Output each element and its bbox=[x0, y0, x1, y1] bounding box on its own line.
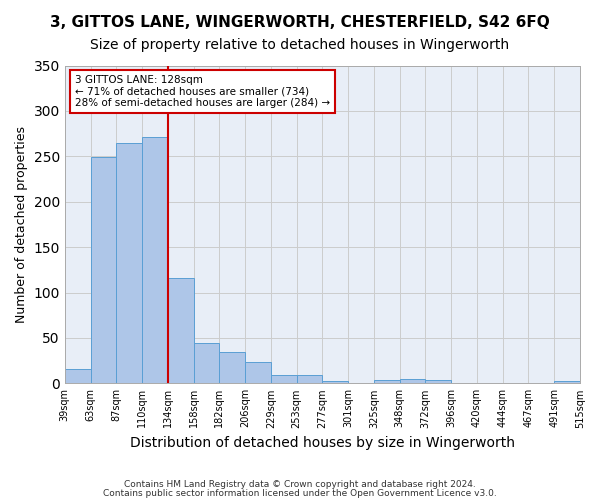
Text: Contains public sector information licensed under the Open Government Licence v3: Contains public sector information licen… bbox=[103, 489, 497, 498]
Bar bbox=[220, 352, 245, 384]
Bar bbox=[194, 344, 220, 384]
Bar bbox=[116, 142, 142, 384]
Y-axis label: Number of detached properties: Number of detached properties bbox=[15, 126, 28, 323]
Bar bbox=[245, 362, 271, 384]
Bar bbox=[374, 380, 400, 384]
Text: Contains HM Land Registry data © Crown copyright and database right 2024.: Contains HM Land Registry data © Crown c… bbox=[124, 480, 476, 489]
Bar bbox=[322, 380, 348, 384]
Bar bbox=[168, 278, 194, 384]
Text: Size of property relative to detached houses in Wingerworth: Size of property relative to detached ho… bbox=[91, 38, 509, 52]
Bar bbox=[271, 375, 296, 384]
Bar bbox=[65, 369, 91, 384]
Bar bbox=[296, 375, 322, 384]
Bar bbox=[142, 137, 168, 384]
Bar bbox=[91, 157, 116, 384]
Bar bbox=[400, 379, 425, 384]
Bar bbox=[554, 380, 580, 384]
X-axis label: Distribution of detached houses by size in Wingerworth: Distribution of detached houses by size … bbox=[130, 436, 515, 450]
Text: 3 GITTOS LANE: 128sqm
← 71% of detached houses are smaller (734)
28% of semi-det: 3 GITTOS LANE: 128sqm ← 71% of detached … bbox=[75, 75, 330, 108]
Bar bbox=[425, 380, 451, 384]
Text: 3, GITTOS LANE, WINGERWORTH, CHESTERFIELD, S42 6FQ: 3, GITTOS LANE, WINGERWORTH, CHESTERFIEL… bbox=[50, 15, 550, 30]
